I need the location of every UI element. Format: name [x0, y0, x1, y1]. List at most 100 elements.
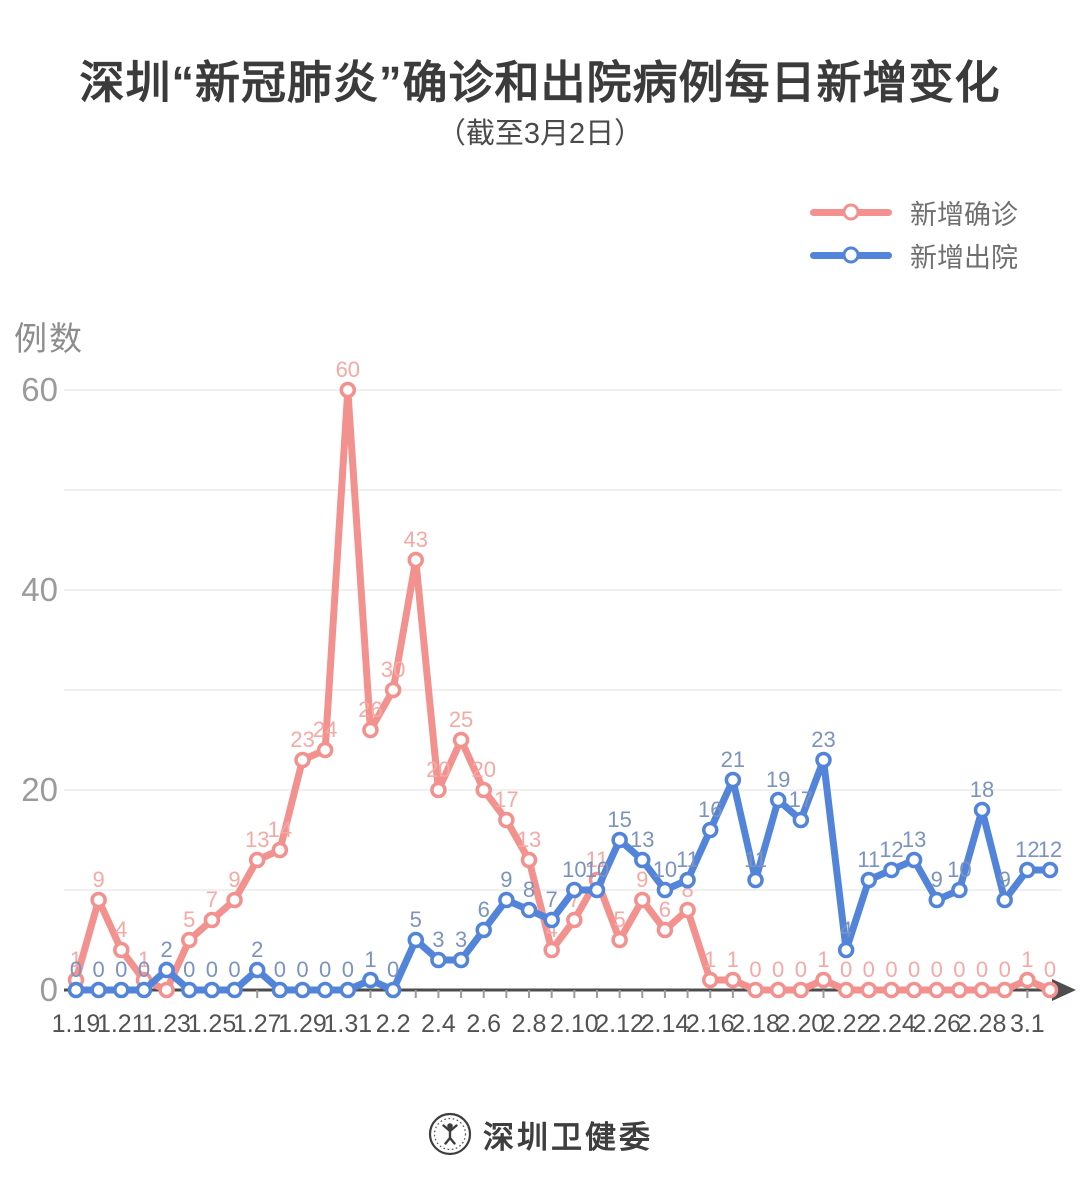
data-point-discharged [67, 981, 85, 999]
data-point-confirmed [611, 931, 628, 949]
data-point-confirmed [135, 971, 153, 989]
series-discharged: 0 0 0 020 0 020 0 0 0 1 053 369 8 7101015131011162111… [67, 727, 1062, 999]
x-axis [64, 979, 1076, 1001]
data-label-discharged: 19 [766, 767, 790, 792]
data-point-discharged [701, 821, 719, 839]
svg-text:1.27: 1.27 [233, 1010, 282, 1038]
data-label-discharged: 11 [857, 847, 880, 872]
data-point-confirmed [656, 921, 674, 939]
data-point-discharged [384, 981, 402, 999]
data-label-discharged: 0 [342, 957, 354, 982]
svg-text:2.10: 2.10 [550, 1010, 599, 1038]
data-point-confirmed [498, 811, 515, 829]
data-label-confirmed: 43 [404, 527, 428, 552]
data-point-confirmed [905, 981, 923, 999]
svg-text:2.20: 2.20 [777, 1010, 826, 1038]
data-point-discharged [656, 881, 674, 899]
data-label-discharged: 9 [500, 867, 512, 892]
data-point-confirmed [113, 941, 130, 959]
svg-text:0: 0 [40, 971, 58, 1008]
data-label-confirmed: 14 [268, 817, 292, 842]
data-label-discharged: 18 [970, 777, 994, 802]
data-label-discharged: 12 [1015, 837, 1039, 862]
data-point-discharged [452, 951, 470, 969]
data-point-discharged [951, 881, 968, 899]
gridlines [64, 389, 1062, 891]
data-point-confirmed [1019, 971, 1036, 989]
data-label-discharged: 10 [562, 857, 586, 882]
data-point-discharged [475, 921, 492, 939]
svg-text:2.16: 2.16 [686, 1010, 735, 1038]
data-point-discharged [928, 891, 945, 909]
data-point-discharged [543, 911, 560, 929]
data-point-confirmed [860, 981, 878, 999]
svg-text:2.2: 2.2 [376, 1010, 411, 1038]
data-point-confirmed [588, 871, 606, 889]
data-label-discharged: 11 [676, 847, 699, 872]
data-point-discharged [860, 871, 878, 889]
data-point-confirmed [67, 971, 85, 989]
data-label-discharged: 0 [183, 957, 195, 982]
data-label-confirmed: 0 [749, 957, 761, 982]
data-point-confirmed [1041, 981, 1059, 999]
data-label-discharged: 15 [607, 807, 631, 832]
data-point-confirmed [747, 981, 764, 999]
data-label-discharged: 12 [1038, 837, 1062, 862]
data-point-discharged [226, 981, 243, 999]
footer-brand: 深圳卫健委 [0, 1111, 1080, 1157]
data-label-confirmed: 5 [614, 907, 626, 932]
data-label-confirmed: 0 [953, 957, 965, 982]
legend-line-marker-discharged-icon [810, 246, 892, 264]
data-label-discharged: 13 [630, 827, 654, 852]
data-label-confirmed: 7 [568, 887, 580, 912]
data-label-confirmed: 13 [517, 827, 541, 852]
data-point-confirmed [181, 931, 198, 949]
data-label-confirmed: 60 [336, 357, 360, 382]
data-point-confirmed [407, 551, 425, 569]
data-label-confirmed: 0 [931, 957, 943, 982]
data-label-discharged: 3 [455, 927, 467, 952]
data-label-confirmed: 0 [160, 957, 172, 982]
data-label-confirmed: 0 [885, 957, 897, 982]
brand-name: 深圳卫健委 [483, 1119, 653, 1155]
data-point-confirmed [928, 981, 945, 999]
data-point-confirmed [883, 981, 900, 999]
data-point-discharged [520, 901, 538, 919]
data-point-confirmed [634, 891, 651, 909]
data-label-discharged: 0 [138, 957, 150, 982]
data-point-confirmed [996, 981, 1013, 999]
y-tick-labels: 0 20 40 60 [21, 371, 58, 1008]
data-label-confirmed: 6 [659, 897, 671, 922]
legend-line-marker-confirmed-icon [810, 203, 892, 221]
data-point-confirmed [384, 681, 402, 699]
data-label-confirmed: 25 [449, 707, 473, 732]
svg-text:1.19: 1.19 [52, 1010, 101, 1038]
data-label-discharged: 10 [947, 857, 971, 882]
data-label-confirmed: 7 [206, 887, 218, 912]
data-label-discharged: 0 [319, 957, 331, 982]
data-point-discharged [747, 871, 764, 889]
data-label-discharged: 0 [93, 957, 105, 982]
data-label-discharged: 0 [274, 957, 286, 982]
data-point-discharged [634, 851, 651, 869]
data-point-confirmed [452, 731, 470, 749]
data-label-confirmed: 0 [795, 957, 807, 982]
svg-text:2.4: 2.4 [421, 1010, 456, 1038]
data-point-discharged [271, 981, 289, 999]
data-point-confirmed [203, 911, 221, 929]
svg-text:2.28: 2.28 [958, 1010, 1007, 1038]
data-point-discharged [905, 851, 923, 869]
data-point-discharged [430, 951, 447, 969]
data-label-confirmed: 0 [999, 957, 1011, 982]
data-point-discharged [588, 881, 606, 899]
svg-text:2.6: 2.6 [466, 1010, 501, 1038]
data-point-confirmed [316, 741, 334, 759]
data-label-confirmed: 1 [1021, 947, 1033, 972]
data-point-discharged [203, 981, 221, 999]
svg-text:2.26: 2.26 [912, 1010, 961, 1038]
svg-text:3.1: 3.1 [1010, 1010, 1045, 1038]
data-label-discharged: 9 [931, 867, 943, 892]
data-label-confirmed: 0 [772, 957, 784, 982]
data-label-discharged: 2 [251, 937, 263, 962]
data-point-confirmed [679, 901, 696, 919]
